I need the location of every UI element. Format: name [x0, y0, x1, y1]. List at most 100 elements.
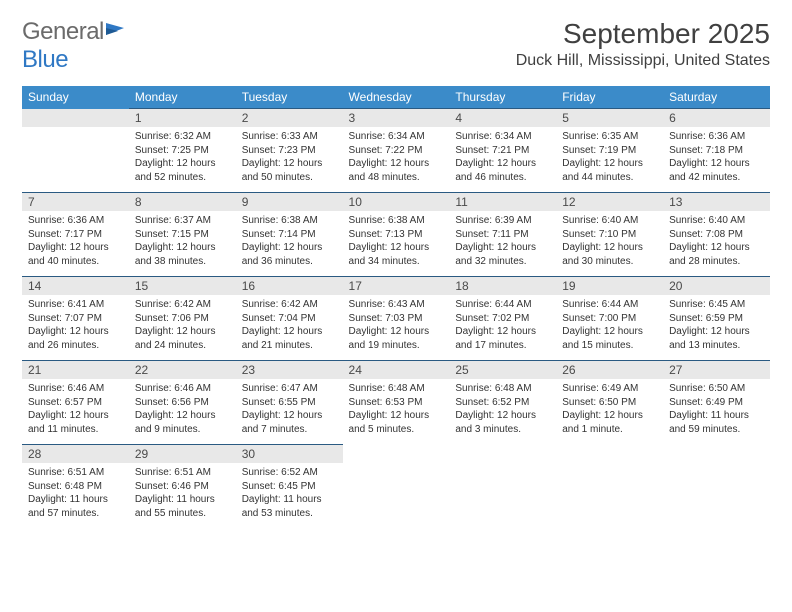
day-info: Sunrise: 6:45 AMSunset: 6:59 PMDaylight:… — [663, 295, 770, 356]
weekday-row: SundayMondayTuesdayWednesdayThursdayFrid… — [22, 86, 770, 109]
calendar-cell: 12Sunrise: 6:40 AMSunset: 7:10 PMDayligh… — [556, 193, 663, 277]
day-info: Sunrise: 6:44 AMSunset: 7:00 PMDaylight:… — [556, 295, 663, 356]
day-info: Sunrise: 6:34 AMSunset: 7:21 PMDaylight:… — [449, 127, 556, 188]
calendar-cell: 1Sunrise: 6:32 AMSunset: 7:25 PMDaylight… — [129, 109, 236, 193]
day-info: Sunrise: 6:41 AMSunset: 7:07 PMDaylight:… — [22, 295, 129, 356]
calendar-cell: 8Sunrise: 6:37 AMSunset: 7:15 PMDaylight… — [129, 193, 236, 277]
day-info: Sunrise: 6:47 AMSunset: 6:55 PMDaylight:… — [236, 379, 343, 440]
calendar-head: SundayMondayTuesdayWednesdayThursdayFrid… — [22, 86, 770, 109]
weekday-header: Saturday — [663, 86, 770, 109]
calendar-cell: 22Sunrise: 6:46 AMSunset: 6:56 PMDayligh… — [129, 361, 236, 445]
calendar-row: 1Sunrise: 6:32 AMSunset: 7:25 PMDaylight… — [22, 109, 770, 193]
day-number: 30 — [236, 445, 343, 463]
weekday-header: Thursday — [449, 86, 556, 109]
day-number-empty — [449, 445, 556, 463]
day-number: 2 — [236, 109, 343, 127]
calendar-cell: 21Sunrise: 6:46 AMSunset: 6:57 PMDayligh… — [22, 361, 129, 445]
day-number: 11 — [449, 193, 556, 211]
day-info: Sunrise: 6:40 AMSunset: 7:08 PMDaylight:… — [663, 211, 770, 272]
day-number: 22 — [129, 361, 236, 379]
day-info: Sunrise: 6:44 AMSunset: 7:02 PMDaylight:… — [449, 295, 556, 356]
month-title: September 2025 — [516, 18, 770, 50]
day-info: Sunrise: 6:51 AMSunset: 6:46 PMDaylight:… — [129, 463, 236, 524]
day-number: 9 — [236, 193, 343, 211]
day-number: 10 — [343, 193, 450, 211]
weekday-header: Friday — [556, 86, 663, 109]
day-number: 7 — [22, 193, 129, 211]
logo-word1: General — [22, 18, 104, 45]
day-info: Sunrise: 6:35 AMSunset: 7:19 PMDaylight:… — [556, 127, 663, 188]
calendar-cell: 10Sunrise: 6:38 AMSunset: 7:13 PMDayligh… — [343, 193, 450, 277]
weekday-header: Sunday — [22, 86, 129, 109]
day-number: 13 — [663, 193, 770, 211]
calendar-cell: 17Sunrise: 6:43 AMSunset: 7:03 PMDayligh… — [343, 277, 450, 361]
day-number: 4 — [449, 109, 556, 127]
calendar-cell: 6Sunrise: 6:36 AMSunset: 7:18 PMDaylight… — [663, 109, 770, 193]
calendar-cell: 16Sunrise: 6:42 AMSunset: 7:04 PMDayligh… — [236, 277, 343, 361]
day-info: Sunrise: 6:33 AMSunset: 7:23 PMDaylight:… — [236, 127, 343, 188]
calendar-cell — [663, 445, 770, 529]
day-number: 3 — [343, 109, 450, 127]
calendar-cell — [449, 445, 556, 529]
day-info: Sunrise: 6:50 AMSunset: 6:49 PMDaylight:… — [663, 379, 770, 440]
location: Duck Hill, Mississippi, United States — [516, 52, 770, 70]
day-number: 26 — [556, 361, 663, 379]
day-info: Sunrise: 6:48 AMSunset: 6:53 PMDaylight:… — [343, 379, 450, 440]
day-info: Sunrise: 6:40 AMSunset: 7:10 PMDaylight:… — [556, 211, 663, 272]
day-number: 14 — [22, 277, 129, 295]
day-number: 28 — [22, 445, 129, 463]
calendar-row: 14Sunrise: 6:41 AMSunset: 7:07 PMDayligh… — [22, 277, 770, 361]
calendar-cell: 11Sunrise: 6:39 AMSunset: 7:11 PMDayligh… — [449, 193, 556, 277]
day-info: Sunrise: 6:34 AMSunset: 7:22 PMDaylight:… — [343, 127, 450, 188]
day-info: Sunrise: 6:39 AMSunset: 7:11 PMDaylight:… — [449, 211, 556, 272]
logo-flag-icon — [104, 18, 130, 46]
calendar-row: 7Sunrise: 6:36 AMSunset: 7:17 PMDaylight… — [22, 193, 770, 277]
day-number: 25 — [449, 361, 556, 379]
day-info: Sunrise: 6:32 AMSunset: 7:25 PMDaylight:… — [129, 127, 236, 188]
header: General Blue September 2025 Duck Hill, M… — [22, 18, 770, 74]
day-info: Sunrise: 6:46 AMSunset: 6:56 PMDaylight:… — [129, 379, 236, 440]
calendar-cell: 7Sunrise: 6:36 AMSunset: 7:17 PMDaylight… — [22, 193, 129, 277]
calendar-cell: 29Sunrise: 6:51 AMSunset: 6:46 PMDayligh… — [129, 445, 236, 529]
calendar-cell: 27Sunrise: 6:50 AMSunset: 6:49 PMDayligh… — [663, 361, 770, 445]
day-number: 1 — [129, 109, 236, 127]
calendar-cell: 13Sunrise: 6:40 AMSunset: 7:08 PMDayligh… — [663, 193, 770, 277]
day-number: 17 — [343, 277, 450, 295]
calendar-cell: 28Sunrise: 6:51 AMSunset: 6:48 PMDayligh… — [22, 445, 129, 529]
day-number: 23 — [236, 361, 343, 379]
logo-text: General Blue — [22, 18, 130, 74]
calendar-cell: 25Sunrise: 6:48 AMSunset: 6:52 PMDayligh… — [449, 361, 556, 445]
day-info: Sunrise: 6:51 AMSunset: 6:48 PMDaylight:… — [22, 463, 129, 524]
day-number: 5 — [556, 109, 663, 127]
calendar-cell: 2Sunrise: 6:33 AMSunset: 7:23 PMDaylight… — [236, 109, 343, 193]
day-info: Sunrise: 6:46 AMSunset: 6:57 PMDaylight:… — [22, 379, 129, 440]
day-number: 20 — [663, 277, 770, 295]
day-info: Sunrise: 6:52 AMSunset: 6:45 PMDaylight:… — [236, 463, 343, 524]
calendar-cell: 24Sunrise: 6:48 AMSunset: 6:53 PMDayligh… — [343, 361, 450, 445]
day-info: Sunrise: 6:48 AMSunset: 6:52 PMDaylight:… — [449, 379, 556, 440]
calendar-cell: 19Sunrise: 6:44 AMSunset: 7:00 PMDayligh… — [556, 277, 663, 361]
day-info: Sunrise: 6:37 AMSunset: 7:15 PMDaylight:… — [129, 211, 236, 272]
calendar-cell: 30Sunrise: 6:52 AMSunset: 6:45 PMDayligh… — [236, 445, 343, 529]
logo: General Blue — [22, 18, 130, 74]
day-number: 29 — [129, 445, 236, 463]
day-number: 15 — [129, 277, 236, 295]
day-number: 6 — [663, 109, 770, 127]
calendar-cell — [22, 109, 129, 193]
day-number: 21 — [22, 361, 129, 379]
day-info: Sunrise: 6:38 AMSunset: 7:13 PMDaylight:… — [343, 211, 450, 272]
calendar-cell — [556, 445, 663, 529]
day-number: 27 — [663, 361, 770, 379]
day-number: 19 — [556, 277, 663, 295]
day-number-empty — [22, 109, 129, 127]
day-info: Sunrise: 6:49 AMSunset: 6:50 PMDaylight:… — [556, 379, 663, 440]
calendar-body: 1Sunrise: 6:32 AMSunset: 7:25 PMDaylight… — [22, 109, 770, 529]
day-number: 16 — [236, 277, 343, 295]
logo-word2: Blue — [22, 46, 68, 73]
day-info: Sunrise: 6:42 AMSunset: 7:06 PMDaylight:… — [129, 295, 236, 356]
calendar-cell: 3Sunrise: 6:34 AMSunset: 7:22 PMDaylight… — [343, 109, 450, 193]
calendar-cell: 14Sunrise: 6:41 AMSunset: 7:07 PMDayligh… — [22, 277, 129, 361]
day-info: Sunrise: 6:38 AMSunset: 7:14 PMDaylight:… — [236, 211, 343, 272]
day-info: Sunrise: 6:42 AMSunset: 7:04 PMDaylight:… — [236, 295, 343, 356]
day-number: 12 — [556, 193, 663, 211]
